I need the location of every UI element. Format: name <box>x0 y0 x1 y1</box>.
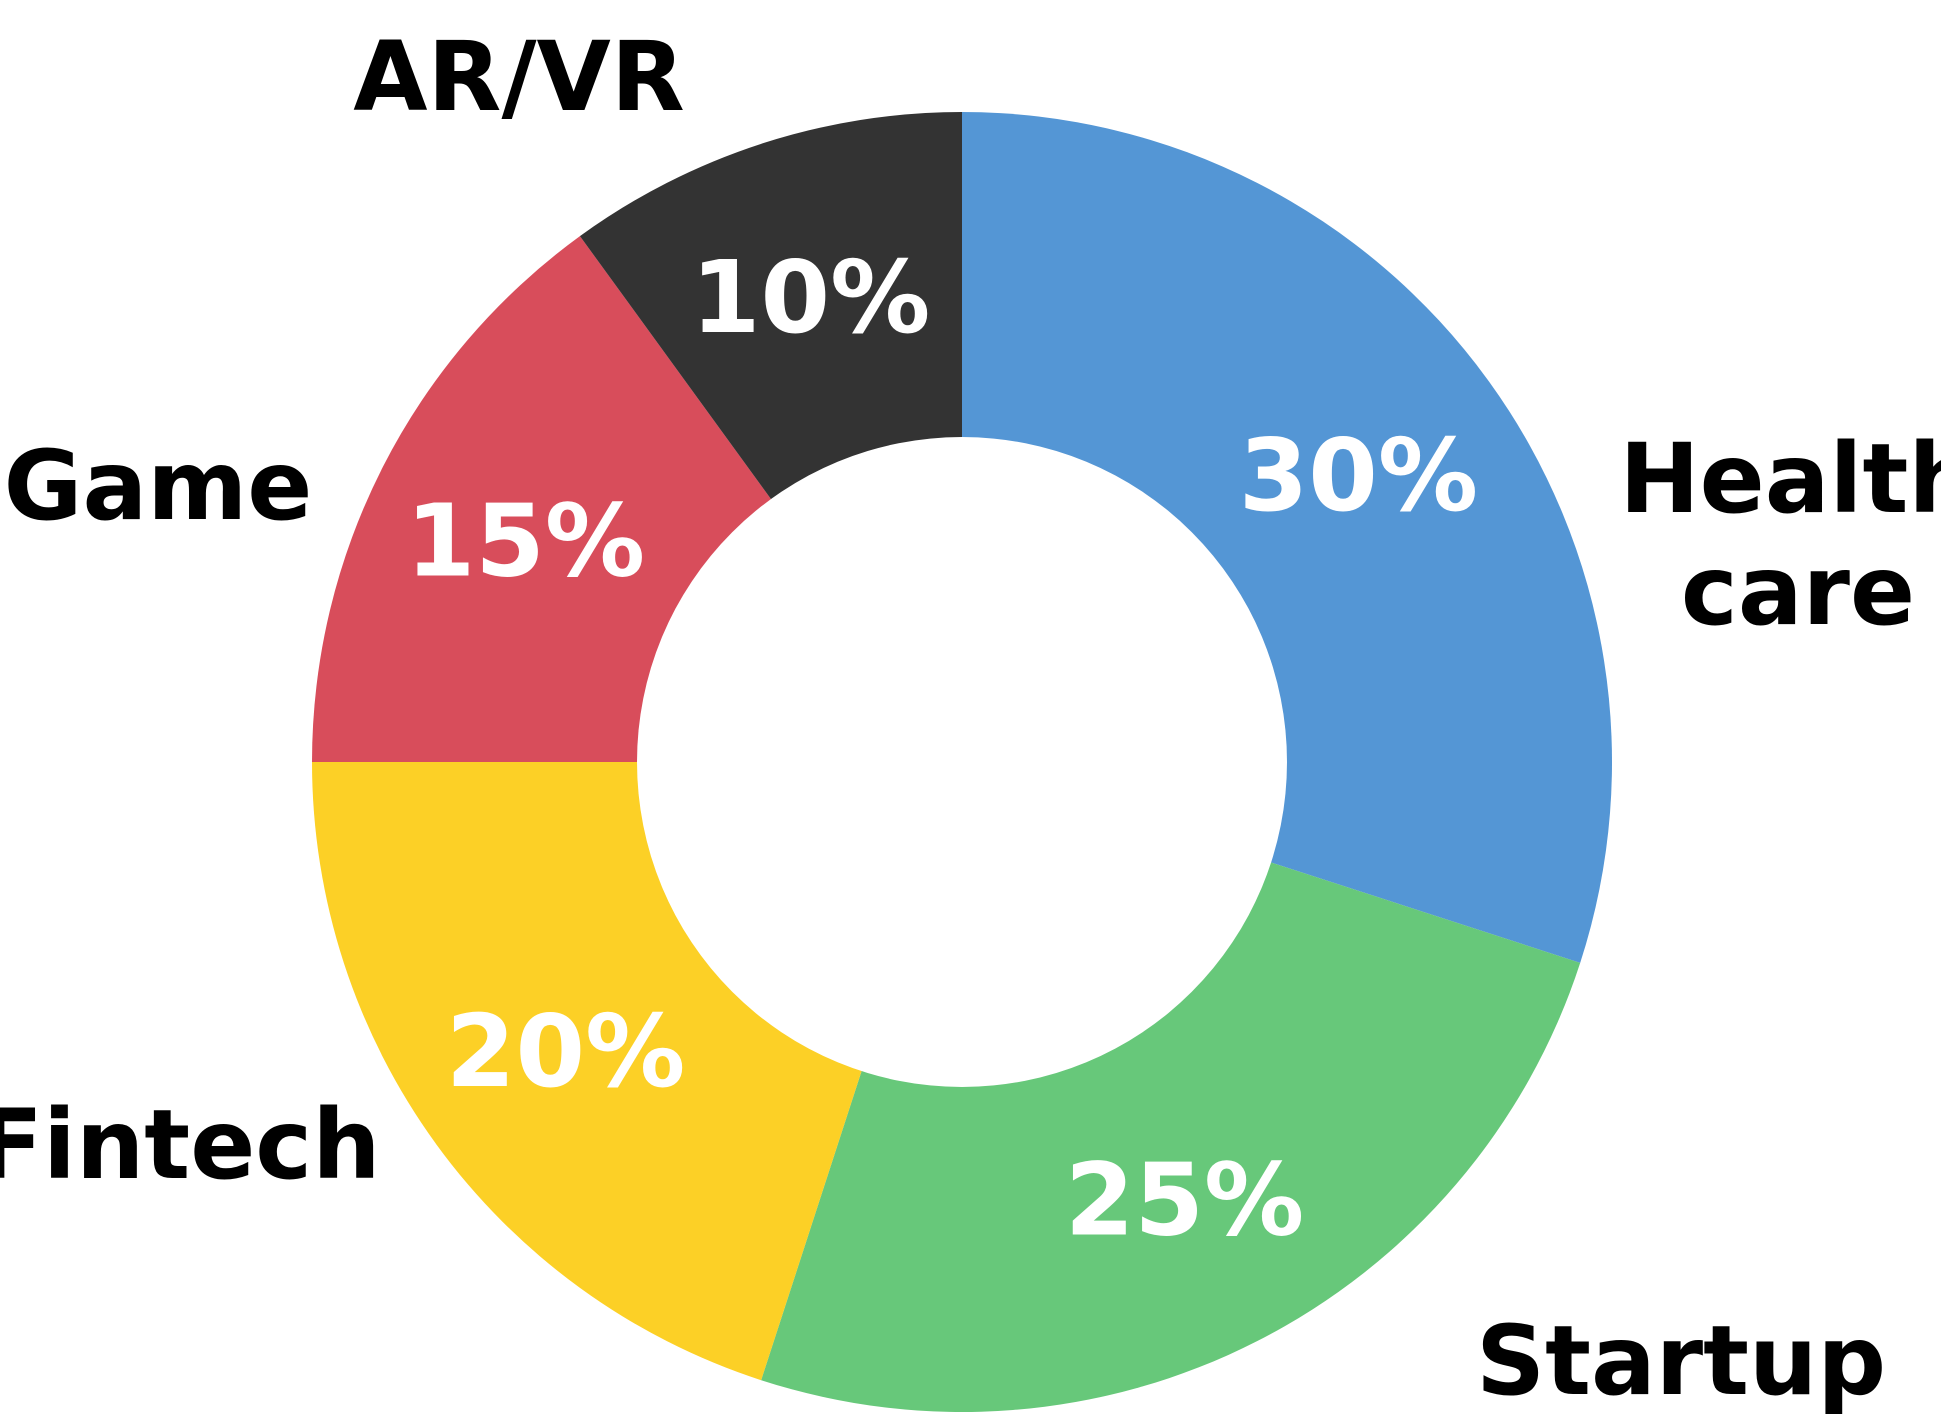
value-label-ar-vr: 10% <box>691 239 930 356</box>
category-label-startup: Startup <box>1476 1305 1886 1417</box>
value-label-health-care: 30% <box>1239 417 1478 534</box>
category-label-game: Game <box>4 430 313 542</box>
category-label-line: Startup <box>1476 1305 1886 1417</box>
category-label-ar-vr: AR/VR <box>353 21 685 133</box>
category-label-fintech: Fintech <box>0 1089 381 1201</box>
category-label-line: care <box>1681 535 1915 647</box>
value-label-fintech: 20% <box>446 993 685 1110</box>
donut-hole <box>637 437 1287 1087</box>
category-label-line: Health <box>1619 423 1941 535</box>
value-label-game: 15% <box>406 483 645 600</box>
slice-value-labels: 30% 25% 20% 15% 10% <box>406 239 1478 1259</box>
value-label-startup: 25% <box>1065 1142 1304 1259</box>
category-label-line: Game <box>4 430 313 542</box>
category-label-health-care: Health care <box>1619 423 1941 647</box>
category-label-line: AR/VR <box>353 21 685 133</box>
slice-category-labels: Health care Startup Fintech Game AR/VR <box>0 21 1941 1417</box>
category-label-line: Fintech <box>0 1089 381 1201</box>
